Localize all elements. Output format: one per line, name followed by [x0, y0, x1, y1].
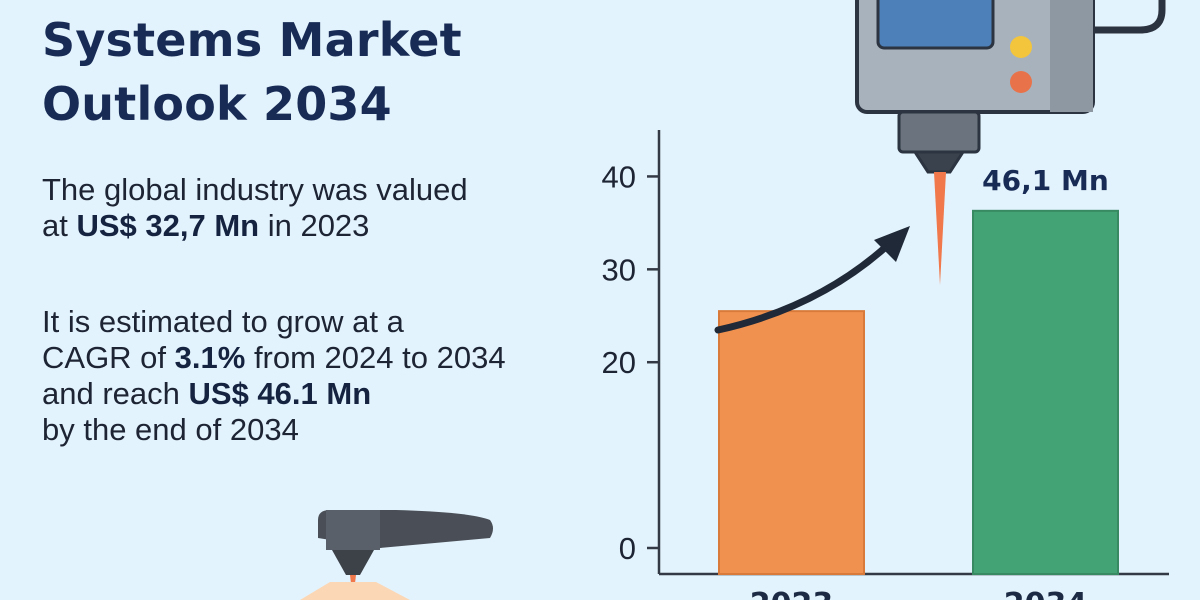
growth-arrow-icon [714, 226, 910, 334]
bar-data-label: 46,1 Mn [982, 164, 1109, 197]
laser-cutter-head-icon [300, 510, 493, 600]
growth-paragraph: It is estimated to grow at a CAGR of 3.1… [42, 304, 506, 448]
cagr-prefix: CAGR of [42, 340, 175, 375]
page-title: Systems Market Outlook 2034 [42, 8, 462, 136]
x-tick-label: 2023 [750, 587, 834, 600]
value-2034: US$ 46.1 Mn [188, 376, 372, 411]
bar-2034 [972, 209, 1119, 576]
y-tick-label: 20 [602, 345, 636, 380]
valuation-prefix: at [42, 208, 77, 243]
y-tick-label: 40 [602, 159, 636, 194]
growth-line-4: by the end of 2034 [42, 412, 299, 447]
growth-line-1: It is estimated to grow at a [42, 304, 404, 339]
valuation-suffix: in 2023 [259, 208, 370, 243]
bar-2023 [718, 310, 865, 575]
y-tick-label: 0 [619, 531, 636, 566]
title-line-2: Outlook 2034 [42, 77, 392, 131]
cagr-suffix: from 2024 to 2034 [245, 340, 506, 375]
value-2023: US$ 32,7 Mn [76, 208, 260, 243]
valuation-paragraph: The global industry was valued at US$ 32… [42, 172, 468, 244]
y-tick-label: 30 [602, 252, 636, 287]
valuation-line-1: The global industry was valued [42, 172, 468, 207]
reach-prefix: and reach [42, 376, 189, 411]
x-tick-label: 2034 [1004, 587, 1088, 600]
title-line-1: Systems Market [42, 13, 462, 67]
cagr-value: 3.1% [174, 340, 246, 375]
laser-machine-icon [855, 0, 1166, 285]
